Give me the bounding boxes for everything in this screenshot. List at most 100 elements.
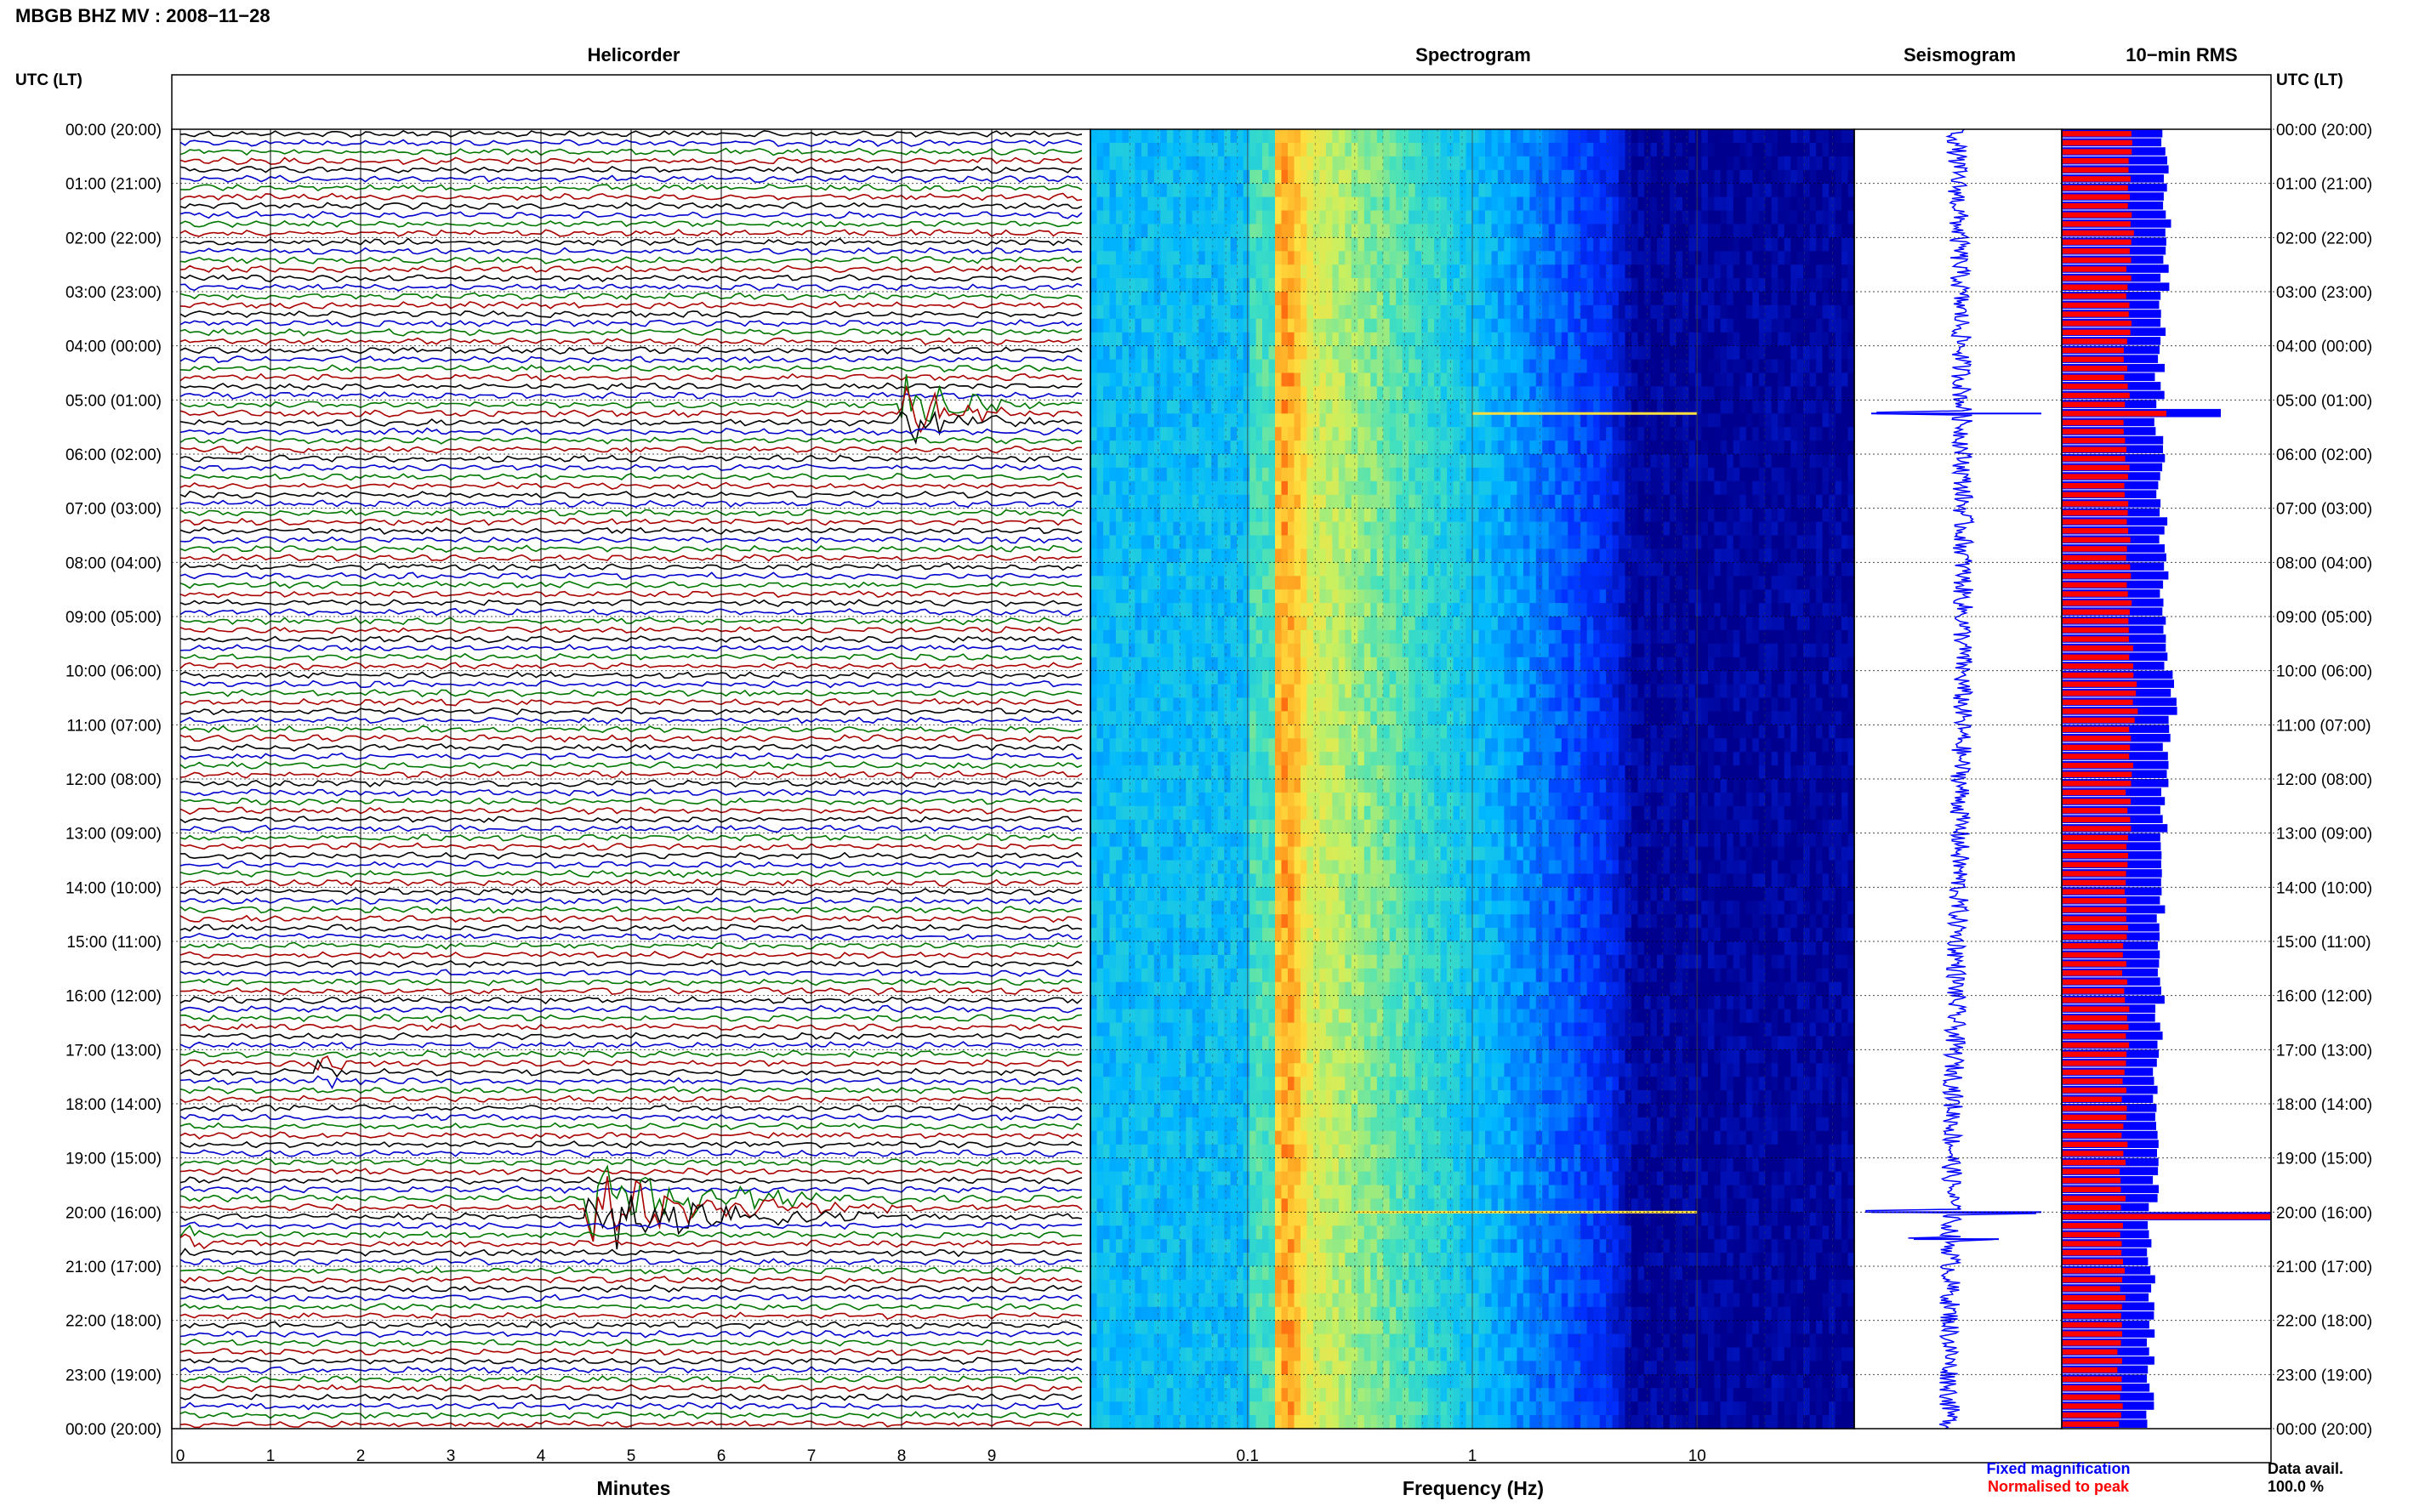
spectrogram-cell: [1109, 589, 1117, 604]
spectrogram-cell: [1707, 292, 1715, 306]
spectrogram-cell: [1211, 467, 1219, 482]
spectrogram-cell: [1211, 386, 1219, 401]
spectrogram-cell: [1332, 617, 1340, 631]
spectrogram-cell: [1548, 521, 1556, 537]
spectrogram-cell: [1599, 508, 1607, 523]
spectrogram-cell: [1427, 332, 1435, 347]
spectrogram-cell: [1485, 441, 1493, 455]
spectrogram-cell: [1670, 617, 1677, 631]
spectrogram-cell: [1676, 196, 1683, 212]
spectrogram-cell: [1153, 508, 1161, 523]
spectrogram-cell: [1090, 535, 1098, 549]
spectrogram-cell: [1497, 304, 1505, 320]
spectrogram-cell: [1580, 629, 1588, 645]
spectrogram-cell: [1186, 332, 1193, 347]
spectrogram-cell: [1409, 183, 1416, 198]
spectrogram-cell: [1688, 210, 1696, 225]
spectrogram-cell: [1663, 617, 1671, 631]
spectrogram-cell: [1758, 278, 1766, 293]
spectrogram-cell: [1090, 264, 1098, 279]
spectrogram-cell: [1593, 480, 1601, 496]
spectrogram-cell: [1510, 156, 1517, 171]
spectrogram-cell: [1478, 467, 1486, 482]
spectrogram-cell: [1166, 454, 1174, 469]
spectrogram-cell: [1676, 521, 1683, 537]
spectrogram-cell: [1363, 629, 1371, 645]
spectrogram-cell: [1739, 508, 1747, 523]
spectrogram-cell: [1822, 441, 1830, 455]
spectrogram-cell: [1109, 400, 1117, 414]
spectrogram-cell: [1396, 427, 1403, 441]
spectrogram-cell: [1841, 386, 1849, 401]
spectrogram-cell: [1707, 657, 1715, 672]
spectrogram-cell: [1122, 629, 1130, 645]
spectrogram-cell: [1332, 304, 1340, 320]
spectrogram-cell: [1784, 278, 1791, 293]
spectrogram-cell: [1440, 454, 1448, 469]
spectrogram-cell: [1160, 467, 1168, 482]
spectrogram-cell: [1122, 345, 1130, 361]
spectrogram-cell: [1497, 264, 1505, 279]
spectrogram-cell: [1796, 345, 1804, 361]
spectrogram-cell: [1096, 224, 1104, 238]
spectrogram-cell: [1147, 400, 1155, 414]
spectrogram-cell: [1179, 657, 1187, 672]
spectrogram-cell: [1453, 454, 1460, 469]
spectrogram-cell: [1351, 603, 1358, 617]
spectrogram-cell: [1663, 129, 1671, 144]
spectrogram-cell: [1301, 427, 1308, 441]
spectrogram-cell: [1281, 183, 1289, 198]
spectrogram-cell: [1389, 169, 1397, 185]
spectrogram-cell: [1497, 156, 1505, 171]
spectrogram-cell: [1122, 480, 1130, 496]
spectrogram-cell: [1765, 304, 1773, 320]
spectrogram-cell: [1644, 480, 1652, 496]
spectrogram-cell: [1841, 562, 1849, 577]
spectrogram-cell: [1491, 237, 1499, 252]
spectrogram-cell: [1192, 142, 1199, 157]
spectrogram-cell: [1414, 562, 1422, 577]
spectrogram-cell: [1497, 278, 1505, 293]
spectrogram-cell: [1491, 494, 1499, 509]
spectrogram-cell: [1720, 508, 1727, 523]
spectrogram-cell: [1555, 454, 1562, 469]
spectrogram-cell: [1447, 617, 1454, 631]
spectrogram-cell: [1103, 670, 1111, 685]
spectrogram-cell: [1122, 264, 1130, 279]
spectrogram-cell: [1096, 169, 1104, 185]
spectrogram-cell: [1485, 643, 1493, 658]
spectrogram-cell: [1357, 643, 1365, 658]
spectrogram-cell: [1606, 359, 1614, 374]
spectrogram-cell: [1268, 480, 1276, 496]
spectrogram-cell: [1555, 508, 1562, 523]
spectrogram-cell: [1714, 210, 1722, 225]
spectrogram-cell: [1319, 657, 1327, 672]
spectrogram-cell: [1230, 400, 1238, 414]
spectrogram-cell: [1472, 589, 1480, 604]
spectrogram-cell: [1325, 603, 1333, 617]
spectrogram-cell: [1396, 521, 1403, 537]
spectrogram-cell: [1765, 183, 1773, 198]
spectrogram-cell: [1288, 156, 1295, 171]
spectrogram-cell: [1676, 142, 1683, 157]
spectrogram-cell: [1599, 359, 1607, 374]
spectrogram-cell: [1453, 521, 1460, 537]
spectrogram-cell: [1325, 494, 1333, 509]
spectrogram-cell: [1733, 196, 1740, 212]
spectrogram-cell: [1173, 494, 1181, 509]
spectrogram-cell: [1096, 603, 1104, 617]
spectrogram-cell: [1434, 251, 1442, 265]
spectrogram-cell: [1262, 251, 1270, 265]
spectrogram-cell: [1294, 549, 1301, 563]
spectrogram-cell: [1523, 169, 1530, 185]
spectrogram-cell: [1644, 210, 1652, 225]
spectrogram-cell: [1460, 278, 1467, 293]
spectrogram-cell: [1784, 183, 1791, 198]
spectrogram-cell: [1555, 576, 1562, 590]
spectrogram-cell: [1128, 169, 1136, 185]
spectrogram-cell: [1325, 508, 1333, 523]
spectrogram-cell: [1237, 589, 1244, 604]
spectrogram-cell: [1663, 332, 1671, 347]
spectrogram-cell: [1663, 196, 1671, 212]
spectrogram-cell: [1497, 643, 1505, 658]
